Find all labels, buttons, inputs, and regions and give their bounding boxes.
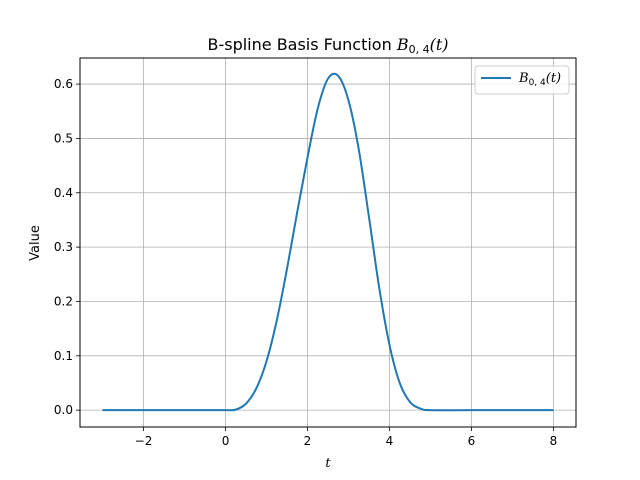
x-tick-label: 6 — [468, 434, 476, 448]
y-tick-label: 0.6 — [54, 77, 73, 91]
chart-title: B-spline Basis Function B0, 4(t) — [207, 35, 448, 56]
legend-label-math: B — [518, 71, 529, 86]
chart-title-arg: (t) — [430, 35, 449, 54]
x-tick-label: −2 — [135, 434, 153, 448]
y-tick-label: 0.0 — [54, 403, 73, 417]
axes-frame — [79, 57, 577, 428]
y-tick-label: 0.3 — [54, 240, 73, 254]
y-tick-label: 0.1 — [54, 349, 73, 363]
y-axis-label: Value — [28, 225, 43, 261]
x-axis-label: t — [325, 456, 331, 471]
legend-box — [474, 65, 570, 95]
chart-title-text: B-spline Basis Function — [207, 35, 396, 54]
x-axis-ticks: −2 0 2 4 6 8 — [135, 427, 558, 448]
legend-label-arg: (t) — [546, 71, 561, 86]
chart-title-sub: 0, 4 — [409, 43, 430, 56]
legend-label-sub: 0, 4 — [529, 78, 546, 88]
chart-title-math: B — [396, 35, 409, 54]
legend-label: B0, 4(t) — [518, 71, 561, 88]
x-tick-label: 4 — [386, 434, 394, 448]
y-tick-label: 0.2 — [54, 294, 73, 308]
y-axis-ticks: 0.0 0.1 0.2 0.3 0.4 0.5 0.6 — [54, 77, 80, 417]
legend: B0, 4(t) — [474, 65, 570, 95]
x-tick-label: 8 — [550, 434, 558, 448]
series-group — [102, 72, 554, 412]
series-line-b04 — [102, 72, 554, 412]
x-tick-label: 2 — [304, 434, 312, 448]
y-tick-label: 0.4 — [54, 186, 73, 200]
x-tick-label: 0 — [222, 434, 230, 448]
y-tick-label: 0.5 — [54, 131, 73, 145]
grid-lines — [80, 58, 576, 427]
